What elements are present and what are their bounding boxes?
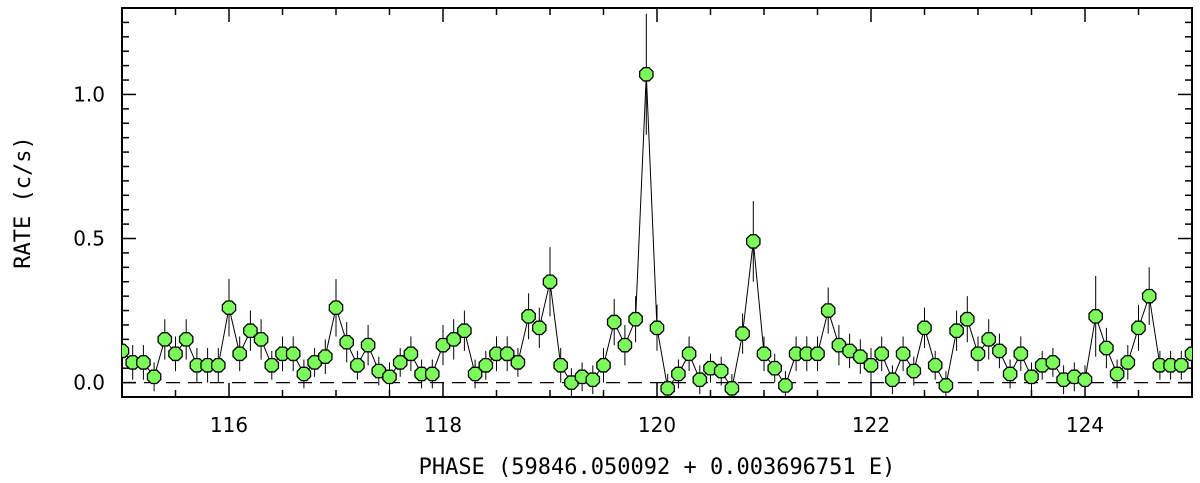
- data-point: [810, 346, 825, 362]
- data-point: [820, 303, 836, 318]
- x-tick-labels: 116 118 120 122 124: [210, 413, 1104, 437]
- data-point: [1120, 355, 1136, 370]
- y-axis-title: RATE (c/s): [11, 136, 36, 268]
- data-point: [606, 314, 622, 330]
- data-point: [863, 357, 879, 373]
- data-point: [424, 366, 440, 382]
- data-point: [617, 337, 633, 353]
- data-point: [917, 320, 932, 336]
- data-point: [713, 363, 729, 379]
- data-point: [853, 349, 868, 364]
- data-point: [457, 323, 472, 339]
- x-tick-label: 120: [638, 413, 676, 437]
- data-point: [1088, 309, 1103, 324]
- data-point: [703, 360, 718, 376]
- data-point: [136, 355, 151, 370]
- data-point: [960, 311, 975, 327]
- data-point: [596, 357, 611, 373]
- data-point: [992, 343, 1007, 359]
- data-point: [553, 357, 568, 373]
- data-point: [906, 363, 922, 379]
- data-point: [221, 300, 237, 315]
- data-point: [1045, 355, 1061, 370]
- data-point: [649, 320, 665, 336]
- data-point: [360, 337, 376, 353]
- x-tick-label: 118: [424, 413, 462, 437]
- data-point: [1184, 346, 1192, 362]
- data-point: [842, 343, 857, 359]
- data-point: [178, 332, 194, 347]
- data-point: [285, 346, 301, 362]
- y-tick-labels: 0.0 0.5 1.0: [73, 82, 105, 394]
- data-point: [735, 326, 750, 341]
- data-point: [767, 360, 782, 376]
- data-point: [1013, 346, 1029, 362]
- data-point: [122, 343, 130, 359]
- data-point: [371, 363, 387, 379]
- x-axis-title: PHASE (59846.050092 + 0.003696751 E): [419, 455, 896, 480]
- data-point: [168, 346, 183, 362]
- data-point: [264, 357, 280, 373]
- data-point: [874, 346, 889, 362]
- data-point: [510, 355, 526, 370]
- data-point: [671, 366, 686, 382]
- data-point: [885, 372, 900, 388]
- data-point: [1109, 366, 1125, 382]
- data-point: [317, 349, 333, 364]
- data-point: [927, 357, 943, 373]
- data-point: [350, 357, 365, 373]
- data-point: [499, 346, 515, 362]
- data-point: [574, 369, 590, 385]
- data-point: [778, 378, 793, 393]
- data-point: [542, 274, 558, 290]
- error-bars: [122, 13, 1192, 397]
- data-point: [639, 66, 654, 82]
- x-tick-label: 122: [852, 413, 890, 437]
- data-point: [1002, 366, 1018, 382]
- data-point: [253, 332, 269, 347]
- data-point: [831, 337, 847, 353]
- x-tick-label: 124: [1066, 413, 1104, 437]
- data-point: [1077, 372, 1093, 388]
- data-point: [949, 323, 964, 339]
- data-point: [585, 372, 601, 388]
- data-point: [1131, 320, 1146, 336]
- data-point: [681, 346, 697, 362]
- data-point: [157, 332, 173, 347]
- x-tick-label: 116: [210, 413, 248, 437]
- data-point: [1067, 369, 1082, 385]
- data-point: [981, 332, 996, 347]
- data-point: [1174, 357, 1189, 373]
- data-point: [746, 234, 761, 249]
- data-point: [938, 378, 954, 393]
- data-markers: [122, 66, 1192, 396]
- data-point: [296, 366, 312, 382]
- data-point: [756, 346, 772, 362]
- data-point: [1099, 340, 1114, 356]
- data-point: [478, 357, 494, 373]
- data-point: [521, 309, 536, 324]
- data-point: [210, 357, 226, 373]
- data-point: [724, 381, 740, 396]
- data-point: [146, 369, 162, 385]
- data-point: [660, 381, 675, 396]
- data-point: [532, 320, 547, 336]
- data-point: [1024, 369, 1039, 385]
- data-point: [403, 346, 419, 362]
- data-point: [895, 346, 911, 362]
- data-point: [692, 372, 708, 388]
- data-point: [232, 346, 248, 362]
- y-tick-label: 0.5: [73, 227, 105, 251]
- data-point: [243, 323, 258, 339]
- data-point: [328, 300, 344, 315]
- y-tick-label: 0.0: [73, 371, 105, 395]
- data-point: [628, 311, 643, 327]
- data-point: [339, 334, 355, 350]
- data-point: [382, 369, 397, 385]
- data-point: [970, 346, 986, 362]
- data-point: [1141, 288, 1157, 304]
- y-tick-label: 1.0: [73, 82, 105, 106]
